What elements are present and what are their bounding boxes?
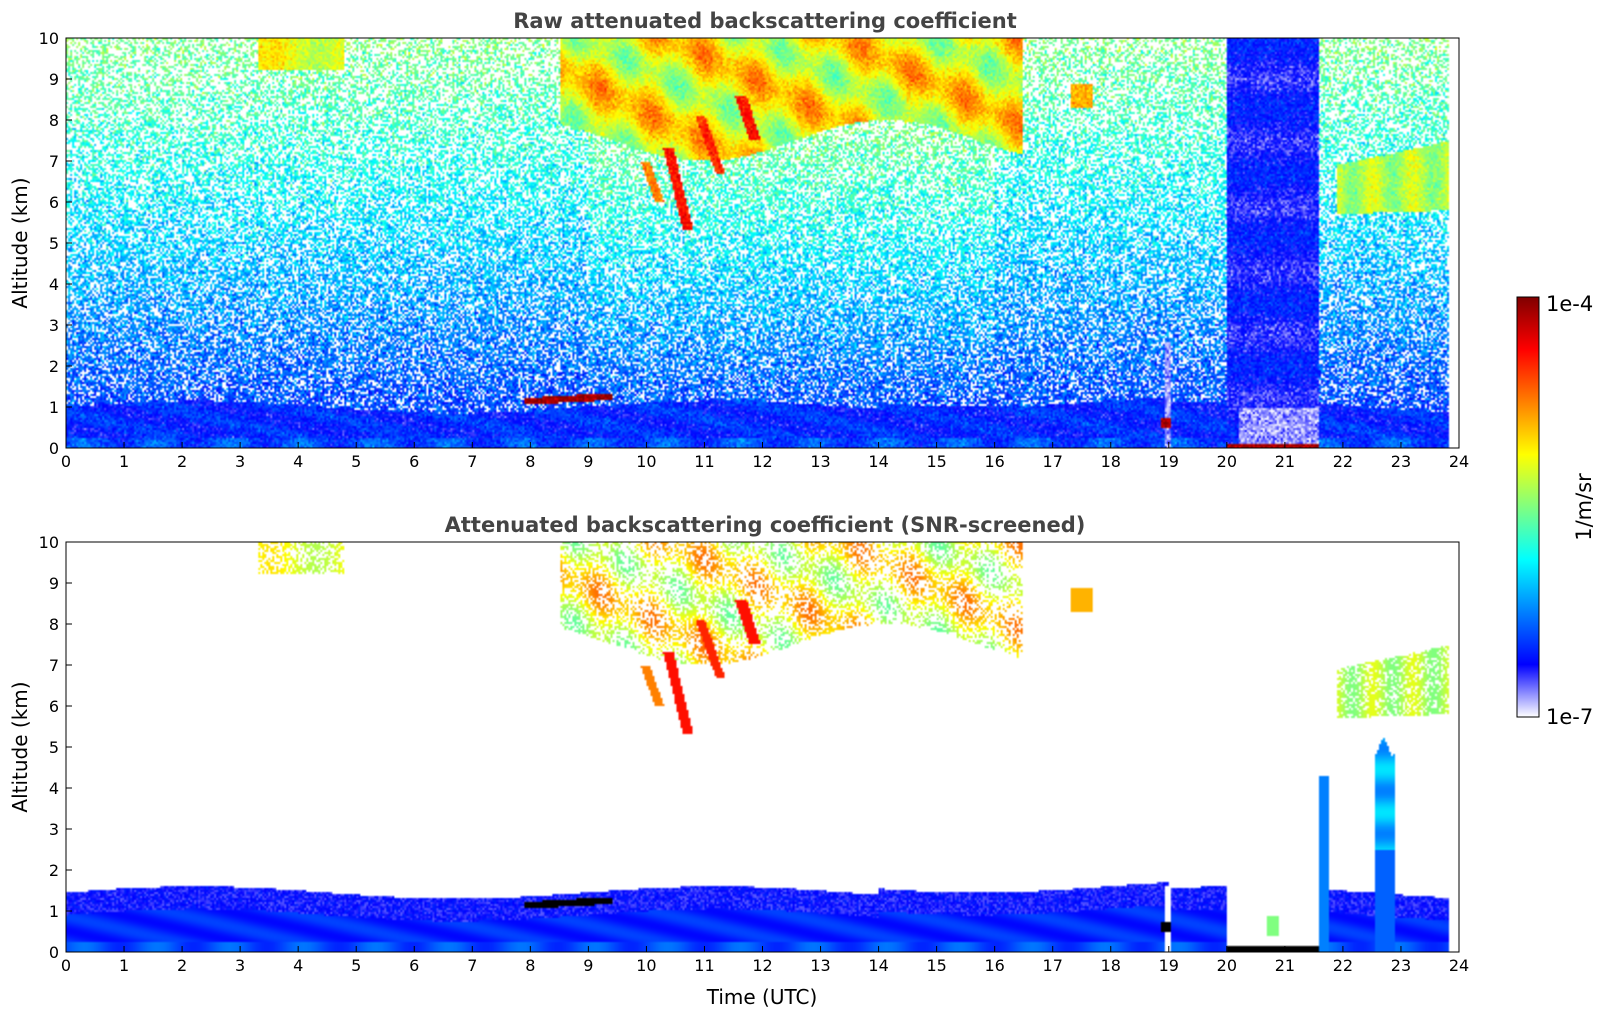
top-panel-heatmap [66, 38, 1459, 448]
x-tick-label: 21 [1275, 452, 1295, 471]
y-tick-label: 7 [49, 152, 59, 171]
x-tick-label: 15 [926, 956, 946, 975]
x-tick-label: 10 [636, 956, 656, 975]
x-tick-label: 16 [984, 452, 1004, 471]
bottom-panel: Attenuated backscattering coefficient (S… [8, 513, 1469, 1009]
y-tick-label: 1 [49, 902, 59, 921]
y-tick-label: 2 [49, 861, 59, 880]
x-tick-label: 1 [119, 956, 129, 975]
x-tick-label: 13 [810, 452, 830, 471]
y-tick-label: 10 [39, 533, 59, 552]
x-tick-label: 9 [583, 956, 593, 975]
bottom-panel-heatmap [66, 542, 1459, 952]
x-tick-label: 17 [1043, 452, 1063, 471]
colorbar-max-label: 1e-4 [1546, 292, 1593, 316]
x-tick-label: 22 [1333, 452, 1353, 471]
x-tick-label: 12 [752, 452, 772, 471]
y-tick-label: 8 [49, 111, 59, 130]
x-tick-label: 5 [351, 452, 361, 471]
y-tick-label: 9 [49, 70, 59, 89]
x-tick-label: 14 [868, 956, 888, 975]
colorbar: 1e-4 1e-7 1/m/sr [1516, 292, 1596, 729]
x-tick-label: 24 [1449, 956, 1469, 975]
bottom-panel-ticks: 0 1 2 3 4 5 6 7 8 9 10 11 12 13 14 15 16 17 18 19 20 21 22 23 24… [39, 533, 1470, 975]
y-tick-label: 10 [39, 29, 59, 48]
x-tick-label: 3 [235, 452, 245, 471]
x-tick-label: 22 [1333, 956, 1353, 975]
x-tick-label: 5 [351, 956, 361, 975]
x-tick-label: 14 [868, 452, 888, 471]
x-tick-label: 4 [293, 956, 303, 975]
x-tick-label: 23 [1391, 956, 1411, 975]
x-tick-label: 7 [467, 452, 477, 471]
y-tick-label: 0 [49, 439, 59, 458]
x-tick-label: 2 [177, 956, 187, 975]
y-tick-label: 4 [49, 275, 59, 294]
x-tick-label: 10 [636, 452, 656, 471]
bottom-panel-ylabel: Altitude (km) [8, 681, 32, 812]
x-tick-label: 9 [583, 452, 593, 471]
y-tick-label: 0 [49, 943, 59, 962]
top-panel-title: Raw attenuated backscattering coefficien… [513, 9, 1017, 33]
y-tick-label: 7 [49, 656, 59, 675]
top-panel-ylabel: Altitude (km) [8, 177, 32, 308]
x-tick-label: 19 [1159, 956, 1179, 975]
x-tick-label: 18 [1101, 452, 1121, 471]
y-tick-label: 6 [49, 193, 59, 212]
y-tick-label: 4 [49, 779, 59, 798]
bottom-panel-title: Attenuated backscattering coefficient (S… [445, 513, 1086, 537]
y-tick-label: 3 [49, 316, 59, 335]
x-tick-label: 23 [1391, 452, 1411, 471]
top-panel-ticks: 0 1 2 3 4 5 6 7 8 9 10 11 12 13 14 15 16 17 18 19 20 21 22 23 24… [39, 29, 1470, 471]
x-tick-label: 11 [694, 956, 714, 975]
colorbar-min-label: 1e-7 [1546, 705, 1593, 729]
y-tick-label: 9 [49, 574, 59, 593]
x-tick-label: 8 [525, 452, 535, 471]
x-tick-label: 19 [1159, 452, 1179, 471]
top-panel: Raw attenuated backscattering coefficien… [8, 9, 1469, 471]
colorbar-gradient [1516, 296, 1540, 718]
x-tick-label: 11 [694, 452, 714, 471]
x-tick-label: 18 [1101, 956, 1121, 975]
x-tick-label: 3 [235, 956, 245, 975]
y-tick-label: 2 [49, 357, 59, 376]
y-tick-label: 1 [49, 398, 59, 417]
bottom-panel-xlabel: Time (UTC) [706, 985, 818, 1009]
x-tick-label: 4 [293, 452, 303, 471]
x-tick-label: 16 [984, 956, 1004, 975]
x-tick-label: 13 [810, 956, 830, 975]
x-tick-label: 21 [1275, 956, 1295, 975]
x-tick-label: 1 [119, 452, 129, 471]
x-tick-label: 24 [1449, 452, 1469, 471]
x-tick-label: 12 [752, 956, 772, 975]
x-tick-label: 0 [61, 452, 71, 471]
x-tick-label: 6 [409, 956, 419, 975]
x-tick-label: 6 [409, 452, 419, 471]
x-tick-label: 17 [1043, 956, 1063, 975]
y-tick-label: 3 [49, 820, 59, 839]
x-tick-label: 15 [926, 452, 946, 471]
x-tick-label: 7 [467, 956, 477, 975]
y-tick-label: 5 [49, 234, 59, 253]
x-tick-label: 2 [177, 452, 187, 471]
y-tick-label: 8 [49, 615, 59, 634]
y-tick-label: 6 [49, 697, 59, 716]
x-tick-label: 20 [1217, 956, 1237, 975]
x-tick-label: 8 [525, 956, 535, 975]
x-tick-label: 20 [1217, 452, 1237, 471]
x-tick-label: 0 [61, 956, 71, 975]
y-tick-label: 5 [49, 738, 59, 757]
colorbar-units-label: 1/m/sr [1572, 473, 1596, 541]
